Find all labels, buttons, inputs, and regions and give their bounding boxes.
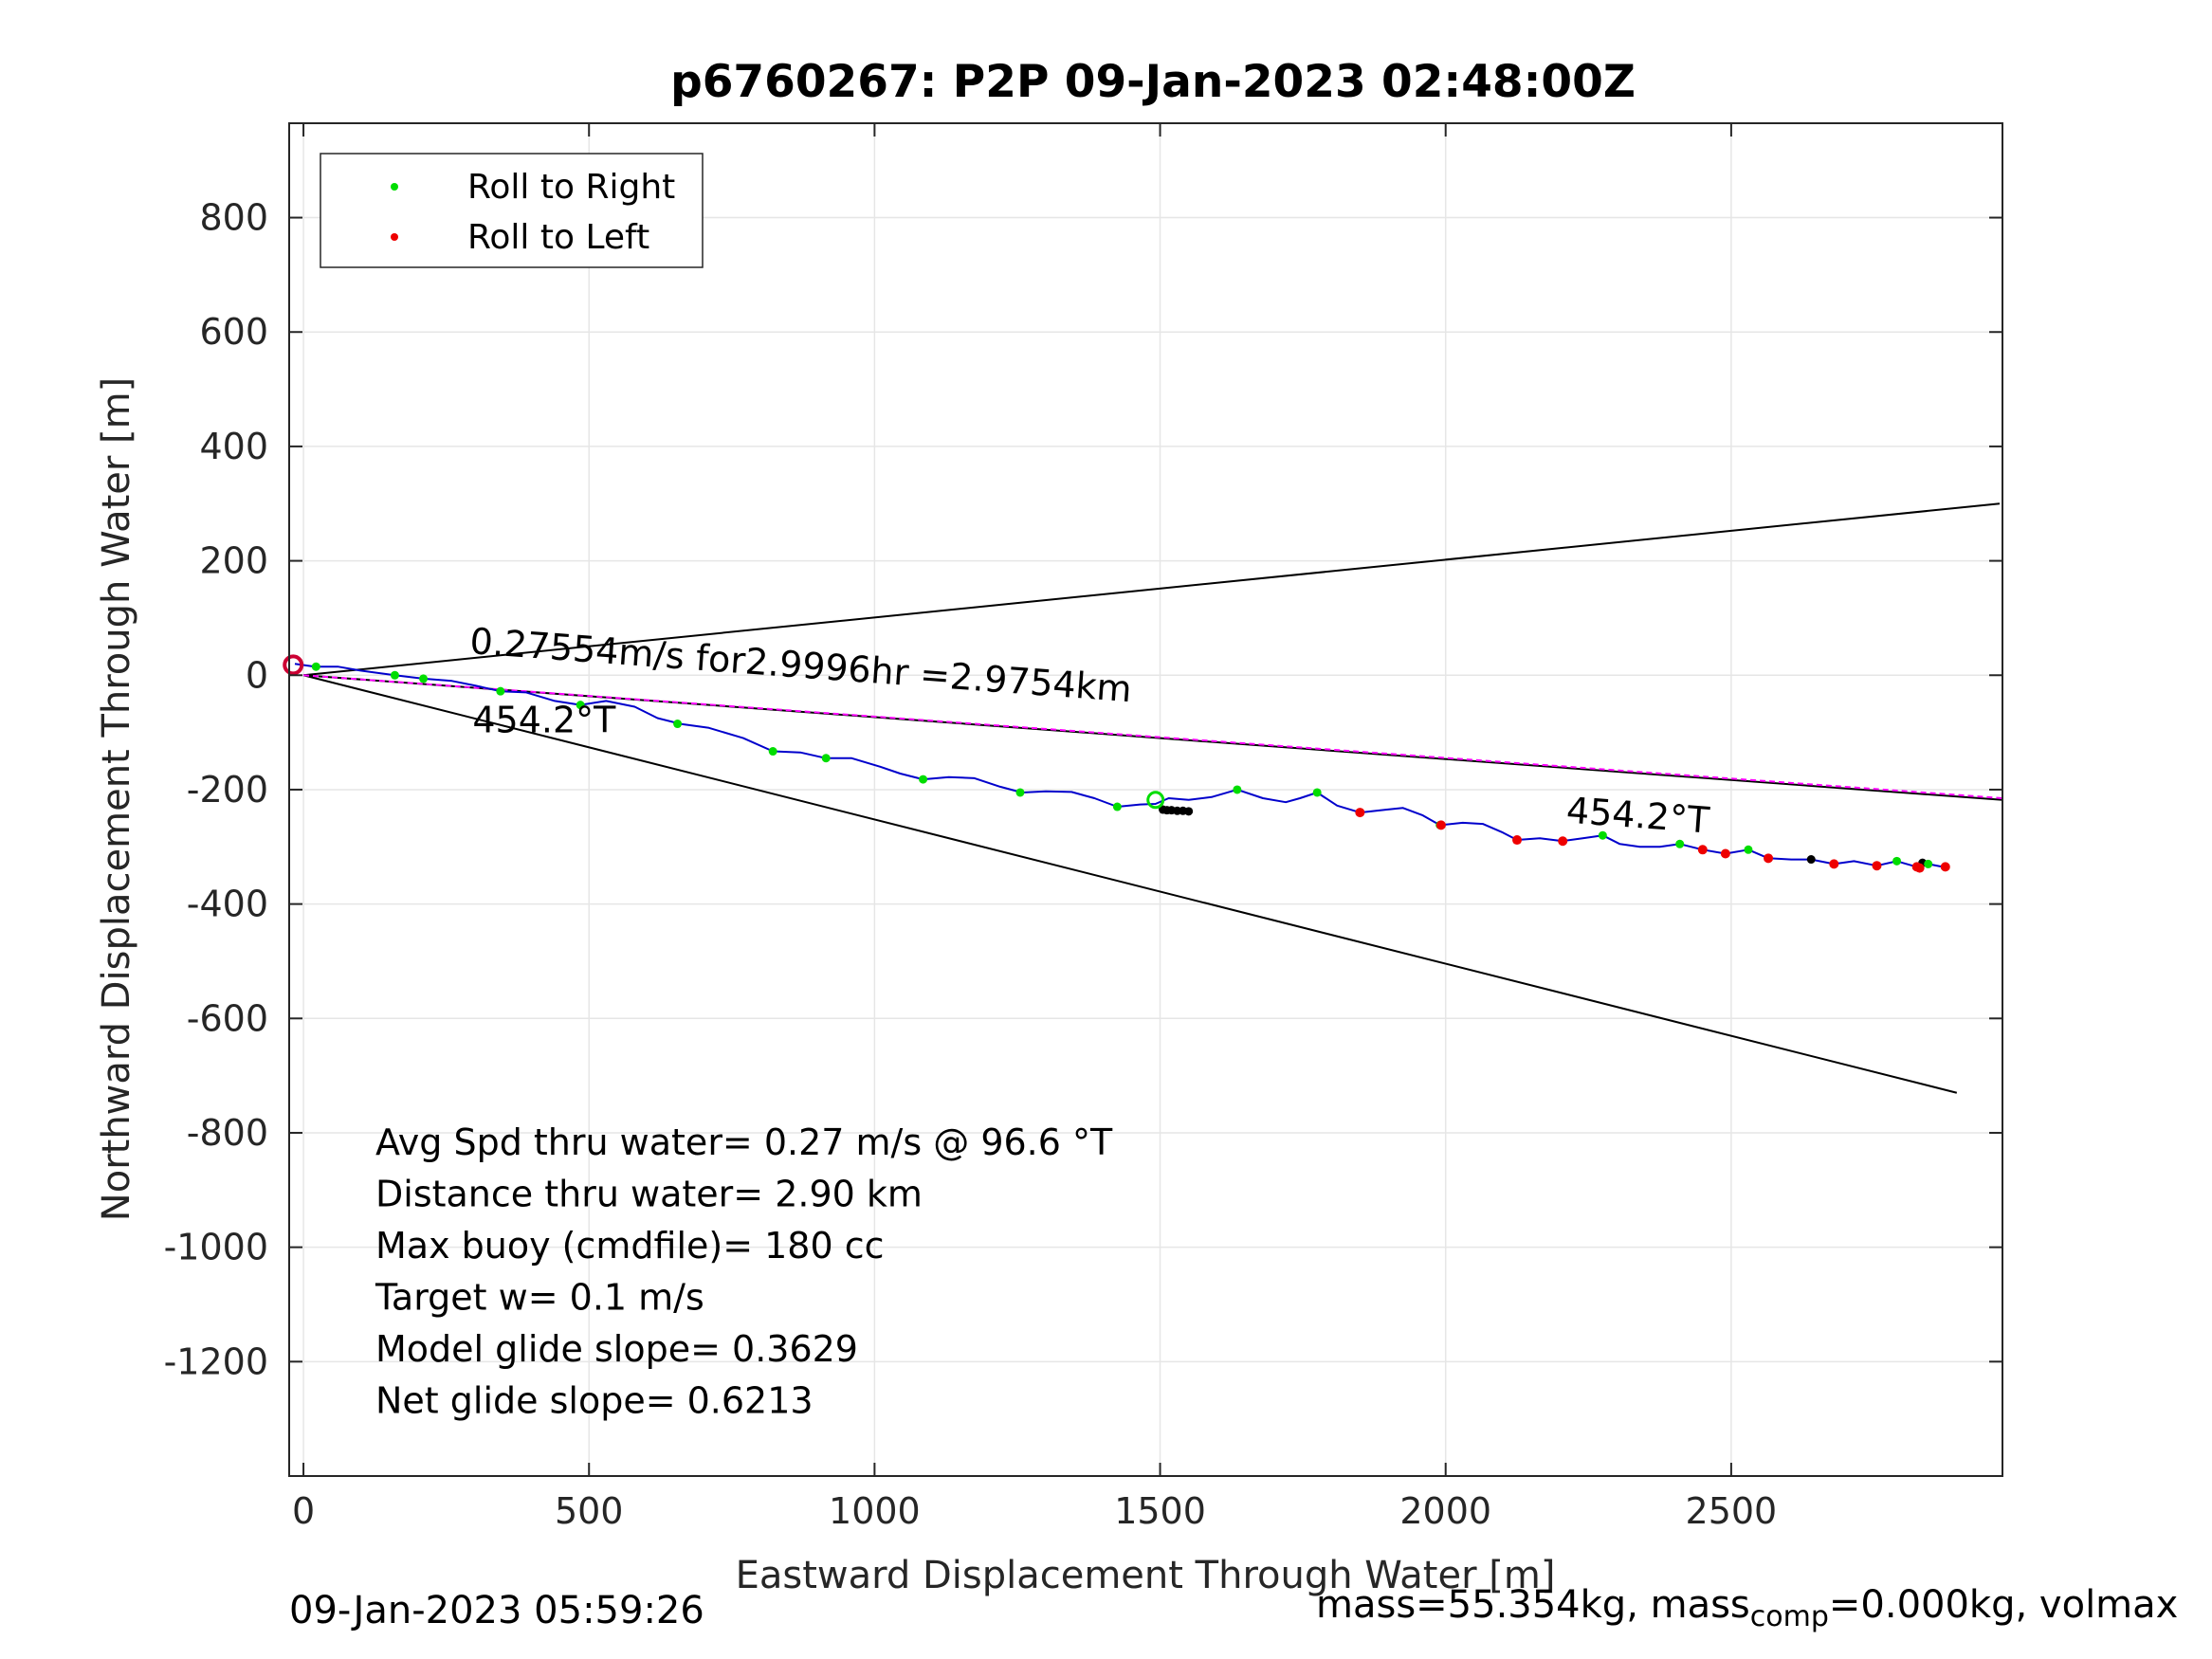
chart-title: p6760267: P2P 09-Jan-2023 02:48:00Z — [670, 56, 1636, 108]
cone-upper-line — [302, 502, 2001, 677]
y-tick-label: -200 — [187, 769, 268, 811]
legend-box — [320, 153, 704, 268]
dive-marker — [1146, 791, 1165, 810]
roll-right-point — [768, 747, 777, 757]
data-layer: 0.27554m/s for2.9996hr =2.9754km454.2°T4… — [283, 502, 2003, 1094]
roll-left-point — [1720, 848, 1730, 859]
start-marker — [283, 654, 304, 676]
x-tick-label: 1500 — [1114, 1490, 1206, 1532]
stats-line: Net glide slope= 0.6213 — [375, 1380, 814, 1422]
footer-mass-suffix: =0.000kg, volmax — [1828, 1583, 2179, 1627]
y-tick-label: 600 — [199, 311, 268, 353]
grid — [289, 123, 2002, 1476]
roll-left-point — [1512, 835, 1523, 846]
roll-right-point — [1892, 856, 1902, 866]
roll-right-point — [919, 775, 928, 784]
x-tick-label: 1000 — [829, 1490, 921, 1532]
roll-right-point — [496, 686, 505, 696]
roll-left-point — [1697, 845, 1708, 855]
black-point — [1184, 807, 1194, 816]
y-tick-label: -1200 — [164, 1340, 268, 1382]
roll-right-point — [1312, 788, 1322, 797]
stats-block: Avg Spd thru water= 0.27 m/s @ 96.6 °T Di… — [375, 1121, 1113, 1422]
roll-right-point — [1233, 785, 1242, 794]
roll-left-point — [1829, 859, 1839, 869]
ticks: 0 500 1000 1500 2000 25008006004002000-200-40… — [164, 123, 2002, 1532]
roll-right-point — [1015, 788, 1025, 797]
legend: Roll to Right Roll to Left — [320, 153, 704, 268]
x-axis-label: Eastward Displacement Through Water [m] — [736, 1554, 1556, 1597]
x-tick-label: 2500 — [1686, 1490, 1778, 1532]
heading-annotation-upper: 454.2°T — [472, 700, 616, 741]
x-tick-label: 0 — [292, 1490, 315, 1532]
stats-line: Max buoy (cmdfile)= 180 cc — [375, 1225, 885, 1267]
legend-red-marker — [391, 233, 398, 241]
stats-line: Avg Spd thru water= 0.27 m/s @ 96.6 °T — [375, 1121, 1113, 1163]
black-point — [1806, 855, 1816, 865]
track-line — [294, 663, 1948, 869]
footer-mass-prefix: mass=55.354kg, mass — [1316, 1583, 1750, 1627]
roll-right-point — [1112, 802, 1122, 811]
legend-label-right: Roll to Right — [467, 168, 675, 207]
stats-line: Distance thru water= 2.90 km — [375, 1174, 923, 1215]
roll-right-point — [419, 674, 429, 684]
stats-line: Target w= 0.1 m/s — [375, 1277, 704, 1319]
roll-left-point — [1872, 861, 1882, 871]
roll-left-point — [1764, 853, 1774, 864]
roll-left-point — [1940, 862, 1950, 872]
heading-annotation-right: 454.2°T — [1565, 790, 1712, 842]
roll-right-point — [821, 754, 831, 763]
roll-right-point — [1924, 859, 1933, 868]
roll-right-point — [390, 670, 399, 680]
x-tick-label: 500 — [555, 1490, 624, 1532]
plot-frame — [288, 122, 2003, 1477]
roll-right-point — [311, 662, 320, 671]
legend-label-left: Roll to Left — [467, 218, 649, 257]
roll-right-point — [1598, 830, 1607, 840]
footer-mass-sub: comp — [1749, 1600, 1829, 1633]
y-axis-label: Northward Displacement Through Water [m] — [95, 377, 138, 1221]
roll-left-point — [1435, 820, 1446, 830]
roll-right-point — [576, 701, 585, 710]
bearing-line — [302, 674, 2003, 801]
y-tick-label: 0 — [246, 654, 268, 696]
y-tick-label: 200 — [199, 540, 268, 582]
cone-lower-line — [302, 674, 1958, 1094]
speed-annotation: 0.27554m/s for2.9996hr =2.9754km — [468, 620, 1133, 710]
footer-mass: mass=55.354kg, masscomp=0.000kg, volmax — [1316, 1583, 2178, 1633]
roll-left-point — [1355, 808, 1365, 818]
y-tick-label: 400 — [199, 426, 268, 467]
roll-right-point — [673, 720, 683, 729]
x-tick-label: 2000 — [1399, 1490, 1491, 1532]
roll-right-point — [1744, 845, 1753, 854]
y-tick-label: 800 — [199, 197, 268, 239]
footer-timestamp: 09-Jan-2023 05:59:26 — [289, 1589, 704, 1632]
stats-line: Model glide slope= 0.3629 — [375, 1328, 858, 1370]
y-tick-label: -1000 — [164, 1227, 268, 1268]
roll-right-point — [1675, 839, 1685, 848]
y-tick-label: -400 — [187, 884, 268, 925]
legend-green-marker — [391, 183, 398, 191]
roll-left-point — [1558, 836, 1568, 847]
y-tick-label: -600 — [187, 997, 268, 1039]
roll-left-point — [1914, 863, 1925, 873]
y-tick-label: -800 — [187, 1112, 268, 1154]
